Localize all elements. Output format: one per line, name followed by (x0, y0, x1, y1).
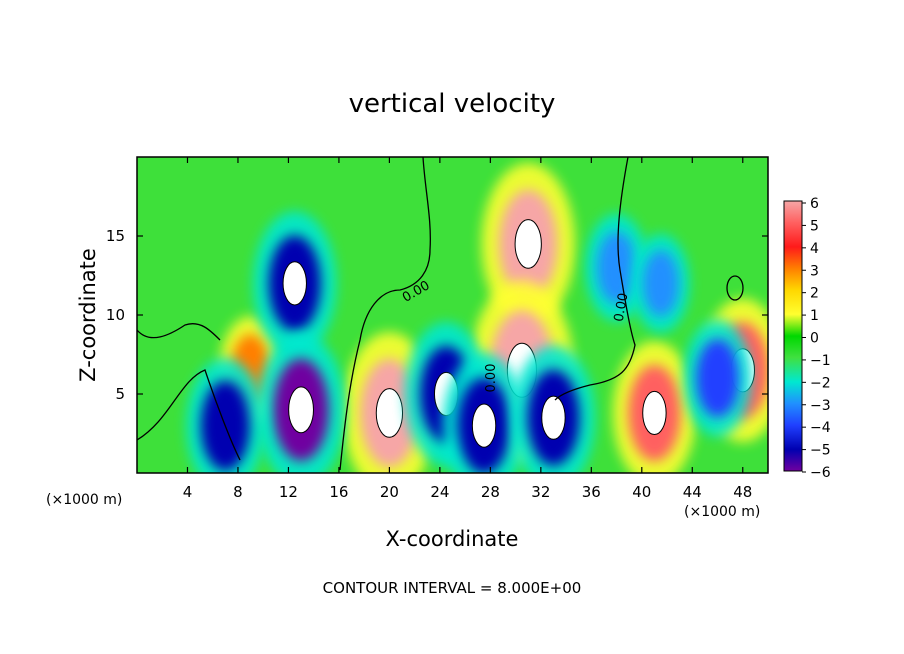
field-feature-downdraft (642, 250, 679, 317)
colorbar-tick-label: 6 (810, 196, 819, 212)
colorbar-tick-label: 5 (810, 218, 819, 234)
y-tick-label: 15 (106, 227, 125, 245)
velocity-field (186, 162, 768, 473)
y-axis-label: Z-coordinate (76, 248, 100, 382)
x-axis-ticks: 4 8 12 16 20 24 28 32 36 40 44 48 (183, 157, 752, 501)
x-unit-right: (×1000 m) (684, 504, 760, 520)
field-feature-downdraft (596, 231, 637, 304)
colorbar-tick-label: 4 (810, 241, 819, 257)
contour-labels: 0.00 0.00 0.00 (400, 278, 631, 392)
x-tick-label: 28 (481, 483, 500, 501)
colorbar: 6 5 4 3 2 1 0 −1 −2 −3 −4 −5 −6 (783, 196, 831, 481)
x-tick-label: 4 (183, 483, 193, 501)
y-axis-ticks: 5 10 15 (106, 227, 768, 403)
x-tick-label: 40 (632, 483, 651, 501)
colorbar-tick-label: −4 (810, 420, 831, 436)
x-tick-label: 16 (329, 483, 348, 501)
x-axis-label: X-coordinate (386, 527, 519, 551)
zero-contours (137, 157, 744, 471)
field-feature-peak (282, 261, 307, 306)
colorbar-tick-label: 1 (810, 308, 819, 324)
x-tick-label: 20 (380, 483, 399, 501)
field-feature-peak (642, 390, 667, 436)
y-tick-label: 10 (106, 306, 125, 324)
colorbar-tick-label: −5 (810, 443, 831, 459)
colorbar-labels: 6 5 4 3 2 1 0 −1 −2 −3 −4 −5 −6 (802, 196, 831, 481)
colorbar-tick-label: 2 (810, 286, 819, 302)
colorbar-tick-label: −3 (810, 398, 831, 414)
field-feature-peak (375, 388, 404, 438)
colorbar-tick-label: 0 (810, 331, 819, 347)
zero-contour-center (339, 157, 431, 471)
contour-label: 0.00 (484, 364, 499, 393)
contour-label: 0.00 (612, 292, 632, 323)
x-tick-label: 12 (279, 483, 298, 501)
x-tick-label: 24 (430, 483, 449, 501)
zero-contour-loop (726, 275, 744, 301)
x-tick-label: 44 (683, 483, 702, 501)
zero-contour-left (137, 323, 241, 461)
chart-title: vertical velocity (349, 89, 556, 119)
x-tick-label: 48 (733, 483, 752, 501)
field-feature-peak (471, 403, 497, 448)
colorbar-tick-label: −6 (810, 465, 831, 481)
field-feature-peak (514, 219, 542, 269)
x-tick-label: 36 (582, 483, 601, 501)
y-tick-label: 5 (115, 385, 125, 403)
colorbar-tick-label: 3 (810, 263, 819, 279)
plot-area: 0.00 0.00 0.00 (136, 156, 769, 474)
x-unit-left: (×1000 m) (46, 492, 122, 508)
colorbar-gradient (783, 200, 803, 472)
field-feature-downdraft (696, 339, 739, 418)
colorbar-tick-label: −1 (810, 353, 831, 369)
field-feature-peak (541, 395, 566, 440)
contour-interval-note: CONTOUR INTERVAL = 8.000E+00 (323, 579, 582, 597)
field-feature-peak (288, 386, 314, 434)
zero-contour-right (554, 157, 636, 401)
colorbar-tick-label: −2 (810, 375, 831, 391)
x-tick-label: 32 (531, 483, 550, 501)
x-tick-label: 8 (233, 483, 243, 501)
